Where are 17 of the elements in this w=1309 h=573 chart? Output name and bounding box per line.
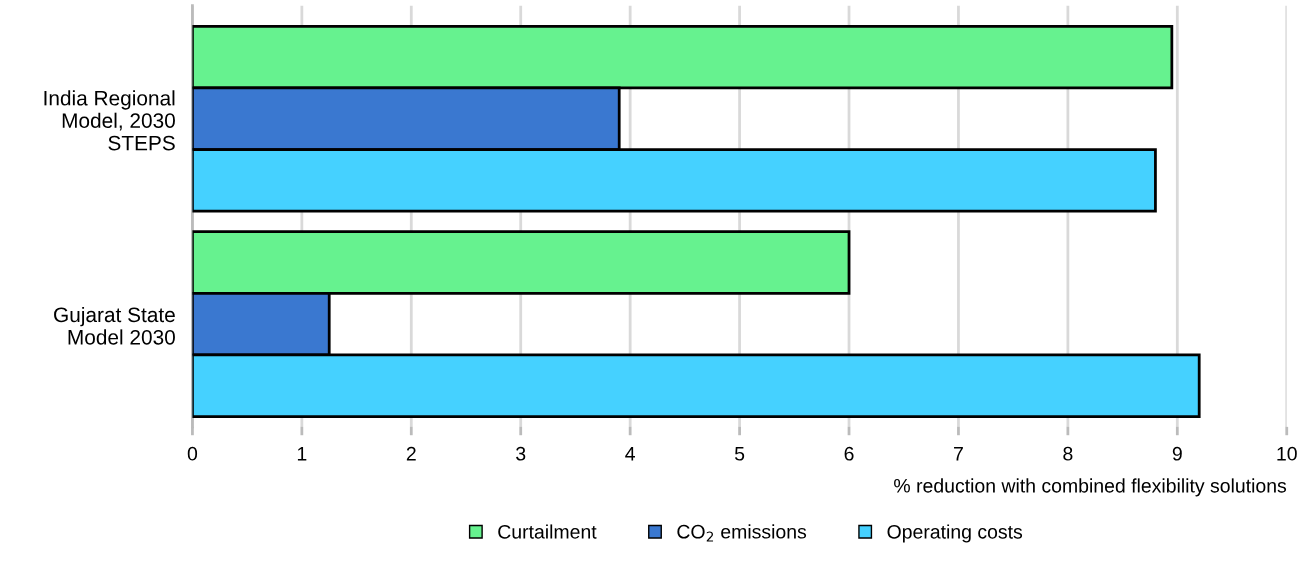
legend-label: Operating costs (887, 524, 1023, 543)
x-tick-label: 0 (187, 446, 198, 461)
x-tick-label: 10 (1277, 446, 1297, 461)
x-tick-label: 3 (516, 446, 526, 461)
x-tick-label: 1 (297, 447, 307, 461)
x-tick-label: 4 (625, 447, 635, 461)
x-tick-label: 2 (406, 446, 416, 461)
x-tick-label: 9 (1172, 446, 1182, 461)
x-tick-label: 5 (734, 447, 745, 461)
x-tick-label: 8 (1063, 446, 1073, 461)
legend-label: Curtailment (498, 524, 597, 539)
x-tick-label: 6 (844, 446, 854, 461)
y-tick-label: India Regional Model, 2030 STEPS (44, 90, 175, 151)
legend-label: CO$_{2}$ emissions (677, 524, 807, 542)
x-tick-label: 7 (954, 447, 963, 461)
y-tick-label: Gujarat State Model 2030 (54, 306, 175, 345)
x-axis-title: % reduction with combined flexibility solutions (894, 478, 1287, 497)
